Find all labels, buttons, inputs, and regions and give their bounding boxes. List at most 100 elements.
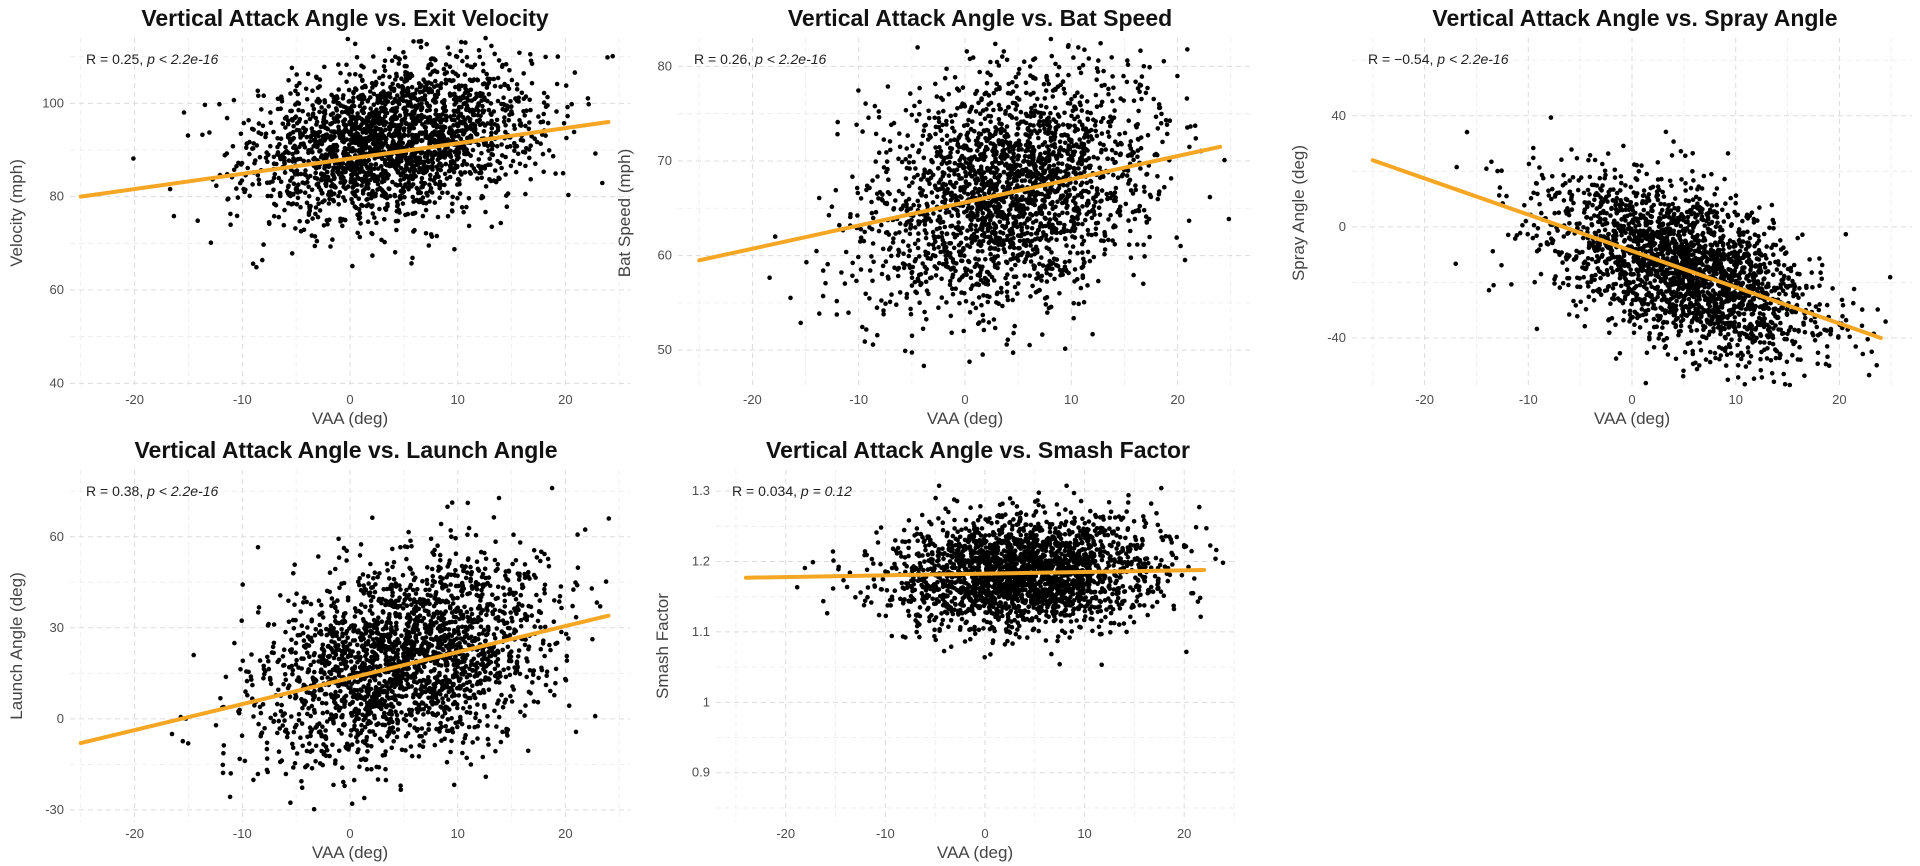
scatter-point: [1032, 103, 1038, 108]
scatter-point: [1815, 350, 1821, 356]
scatter-point: [923, 249, 928, 255]
scatter-point: [334, 94, 340, 99]
scatter-point: [1108, 212, 1113, 218]
scatter-point: [480, 103, 485, 109]
scatter-point: [880, 192, 885, 197]
scatter-point: [864, 183, 870, 189]
scatter-point: [1003, 111, 1008, 116]
scatter-point: [842, 281, 848, 286]
scatter-point: [406, 74, 411, 80]
scatter-point: [904, 146, 909, 151]
scatter-point: [1021, 159, 1026, 164]
scatter-point: [323, 119, 329, 125]
scatter-point: [909, 112, 915, 118]
scatter-point: [1132, 216, 1138, 222]
scatter-point: [383, 95, 388, 101]
scatter-point: [382, 68, 388, 73]
scatter-point: [906, 183, 912, 189]
scatter-point: [401, 50, 406, 55]
scatter-point: [924, 231, 929, 236]
scatter-point: [940, 122, 945, 128]
scatter-point: [1048, 36, 1054, 42]
scatter-point: [1052, 276, 1057, 282]
scatter-point: [399, 76, 404, 81]
scatter-point: [254, 143, 260, 148]
scatter-point: [975, 210, 980, 215]
scatter-point: [521, 71, 526, 76]
scatter-point: [969, 240, 975, 245]
scatter-point: [947, 154, 952, 159]
scatter-point: [274, 161, 279, 167]
scatter-point: [569, 101, 574, 107]
scatter-point: [517, 161, 523, 167]
scatter-point: [1014, 224, 1020, 230]
scatter-point: [1066, 125, 1072, 130]
scatter-point: [541, 111, 546, 117]
scatter-point: [394, 227, 399, 233]
scatter-point: [388, 156, 393, 162]
scatter-point: [399, 166, 404, 171]
scatter-point: [1157, 105, 1163, 110]
scatter-point: [375, 181, 381, 187]
scatter-point: [1085, 227, 1091, 233]
scatter-point: [1022, 178, 1028, 183]
scatter-point: [301, 142, 307, 148]
scatter-point: [445, 150, 450, 155]
scatter-point: [959, 195, 964, 200]
scatter-point: [990, 141, 996, 147]
scatter-point: [1009, 267, 1014, 272]
scatter-point: [1030, 74, 1036, 80]
scatter-point: [350, 99, 356, 104]
scatter-point: [424, 168, 430, 174]
scatter-point: [476, 108, 481, 114]
scatter-point: [315, 143, 320, 149]
scatter-point: [1029, 225, 1035, 231]
scatter-point: [476, 163, 481, 169]
scatter-point: [282, 170, 288, 175]
scatter-point: [1123, 201, 1129, 207]
scatter-point: [1043, 177, 1048, 182]
scatter-point: [1038, 151, 1043, 157]
scatter-point: [401, 127, 407, 133]
scatter-point: [921, 174, 926, 180]
scatter-point: [546, 148, 552, 153]
scatter-point: [1094, 77, 1099, 82]
scatter-point: [881, 308, 886, 313]
scatter-point: [887, 139, 893, 144]
scatter-point: [875, 332, 880, 338]
scatter-point: [1042, 126, 1047, 132]
scatter-point: [900, 191, 905, 197]
scatter-point: [930, 200, 936, 205]
scatter-point: [1091, 254, 1097, 260]
scatter-point: [1029, 238, 1035, 244]
scatter-point: [948, 241, 954, 246]
scatter-point: [953, 268, 958, 274]
scatter-point: [460, 95, 466, 101]
scatter-point: [308, 147, 314, 152]
scatter-point: [1052, 189, 1058, 195]
scatter-point: [369, 121, 375, 126]
scatter-point: [897, 131, 902, 136]
scatter-point: [1192, 123, 1198, 128]
scatter-point: [257, 154, 263, 160]
scatter-point: [295, 91, 301, 97]
scatter-point: [846, 310, 851, 316]
scatter-point: [968, 275, 974, 281]
scatter-point: [1034, 247, 1040, 253]
scatter-point: [1017, 245, 1022, 251]
scatter-point: [419, 112, 424, 118]
y-tick-label: 100: [42, 95, 64, 110]
scatter-point: [494, 117, 500, 123]
scatter-point: [346, 87, 352, 93]
scatter-point: [926, 291, 931, 297]
scatter-point: [889, 292, 894, 297]
scatter-point: [453, 53, 459, 59]
scatter-point: [912, 258, 918, 264]
scatter-point: [1148, 194, 1154, 200]
scatter-point: [1027, 192, 1033, 198]
scatter-point: [290, 118, 295, 123]
scatter-point: [843, 249, 849, 255]
scatter-point: [437, 150, 443, 155]
scatter-point: [977, 69, 982, 75]
